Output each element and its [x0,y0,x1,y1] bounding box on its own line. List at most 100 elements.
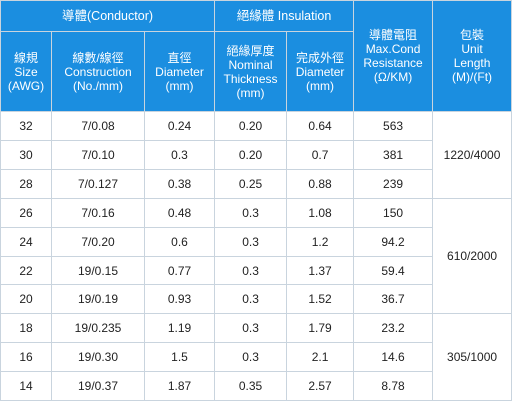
insulation-diameter-cell: 2.1 [286,342,355,373]
insulation-diameter-cell: 1.37 [286,255,355,286]
table-row: 14 19/0.37 1.87 0.35 2.57 8.78 [0,371,512,401]
resistance-cell: 94.2 [353,226,434,257]
resistance-header-line: Resistance [363,56,423,71]
table-row: 26 7/0.16 0.48 0.3 1.08 150 610/2000 [0,197,512,315]
size-header-line: Size [14,64,38,79]
construction-header: 線數/線徑 Construction (No./mm) [51,31,145,113]
conductor-diameter-cell: 0.6 [143,226,216,257]
insulation-diameter-header: 完成外徑 Diameter (mm) [286,31,355,113]
table-row: 32 7/0.08 0.24 0.20 0.64 563 1220/4000 [0,111,512,199]
construction-cell: 19/0.235 [51,313,145,344]
insulation-diameter-header-line: Diameter [295,64,345,79]
construction-header-line: 線數/線徑 [72,50,124,65]
resistance-header-line: Max.Cond [365,42,421,57]
insulation-diameter-cell: 0.64 [286,111,355,142]
table-row: 16 19/0.30 1.5 0.3 2.1 14.6 [0,342,512,373]
packing-cell: 1220/4000 [432,111,512,199]
resistance-cell: 59.4 [353,255,434,286]
packing-header-line: Length [453,56,491,71]
packing-cell: 610/2000 [432,197,512,315]
packing-header-line: 包裝 [460,28,485,43]
packing-cell: 305/1000 [432,313,512,401]
conductor-diameter-cell: 1.87 [143,371,216,401]
size-cell: 20 [0,284,52,315]
resistance-header: 導體電阻 Max.Cond Resistance (Ω/KM) [353,0,434,113]
conductor-diameter-cell: 0.48 [143,197,216,228]
resistance-cell: 23.2 [353,313,434,344]
thickness-cell: 0.35 [214,371,288,401]
insulation-diameter-cell: 0.88 [286,168,355,199]
conductor-diameter-cell: 0.3 [143,140,216,170]
size-cell: 30 [0,140,52,170]
conductor-diameter-cell: 1.5 [143,342,216,373]
thickness-cell: 0.20 [214,140,288,170]
size-cell: 28 [0,168,52,199]
packing-header-line: Unit [461,42,483,57]
insulation-diameter-cell: 1.52 [286,284,355,315]
resistance-cell: 239 [353,168,434,199]
resistance-cell: 150 [353,197,434,228]
table-row: 30 7/0.10 0.3 0.20 0.7 381 [0,140,512,170]
construction-cell: 19/0.37 [51,371,145,401]
construction-cell: 19/0.19 [51,284,145,315]
insulation-diameter-cell: 1.79 [286,313,355,344]
insulation-diameter-cell: 0.7 [286,140,355,170]
construction-cell: 19/0.30 [51,342,145,373]
resistance-cell: 14.6 [353,342,434,373]
thickness-cell: 0.3 [214,313,288,344]
size-cell: 14 [0,371,52,401]
construction-header-line: Construction [64,64,132,79]
insulation-group-header: 絕緣體 Insulation [214,0,355,33]
insulation-diameter-cell: 1.2 [286,226,355,257]
resistance-header-line: (Ω/KM) [373,70,413,85]
insulation-diameter-header-line: (mm) [306,78,335,93]
construction-cell: 19/0.15 [51,255,145,286]
thickness-cell: 0.3 [214,255,288,286]
size-cell: 18 [0,313,52,344]
size-header-line: 線規 [13,50,38,65]
conductor-diameter-header-line: (mm) [165,78,194,93]
packing-header: 包裝 Unit Length (M)/(Ft) [432,0,512,113]
conductor-diameter-header-line: 直徑 [167,50,192,65]
thickness-cell: 0.20 [214,111,288,142]
packing-header-line: (M)/(Ft) [452,70,493,85]
insulation-diameter-header-line: 完成外徑 [296,50,345,65]
table-row: 28 7/0.127 0.38 0.25 0.88 239 [0,168,512,199]
nominal-thickness-header-line: (mm) [236,85,265,100]
size-cell: 26 [0,197,52,228]
thickness-cell: 0.3 [214,197,288,228]
resistance-cell: 8.78 [353,371,434,401]
thickness-cell: 0.3 [214,342,288,373]
thickness-cell: 0.25 [214,168,288,199]
size-cell: 22 [0,255,52,286]
thickness-cell: 0.3 [214,284,288,315]
construction-header-line: (No./mm) [73,78,123,93]
conductor-diameter-cell: 1.19 [143,313,216,344]
resistance-cell: 563 [353,111,434,142]
resistance-header-line: 導體電阻 [369,28,418,43]
conductor-diameter-header: 直徑 Diameter (mm) [143,31,216,113]
conductor-group-header: 導體(Conductor) [0,0,216,33]
construction-cell: 7/0.10 [51,140,145,170]
size-cell: 24 [0,226,52,257]
resistance-cell: 36.7 [353,284,434,315]
table-row: 24 7/0.20 0.6 0.3 1.2 94.2 [0,226,512,257]
size-cell: 16 [0,342,52,373]
nominal-thickness-header-line: Thickness [223,71,278,86]
table-row: 18 19/0.235 1.19 0.3 1.79 23.2 305/1000 [0,313,512,401]
conductor-diameter-cell: 0.77 [143,255,216,286]
nominal-thickness-header-line: Nominal [228,57,273,72]
resistance-cell: 381 [353,140,434,170]
thickness-cell: 0.3 [214,226,288,257]
conductor-diameter-cell: 0.93 [143,284,216,315]
construction-cell: 7/0.08 [51,111,145,142]
insulation-diameter-cell: 2.57 [286,371,355,401]
conductor-diameter-cell: 0.38 [143,168,216,199]
construction-cell: 7/0.16 [51,197,145,228]
insulation-diameter-cell: 1.08 [286,197,355,228]
table-row: 20 19/0.19 0.93 0.3 1.52 36.7 [0,284,512,315]
size-header-line: (AWG) [7,78,45,93]
size-cell: 32 [0,111,52,142]
conductor-diameter-cell: 0.24 [143,111,216,142]
